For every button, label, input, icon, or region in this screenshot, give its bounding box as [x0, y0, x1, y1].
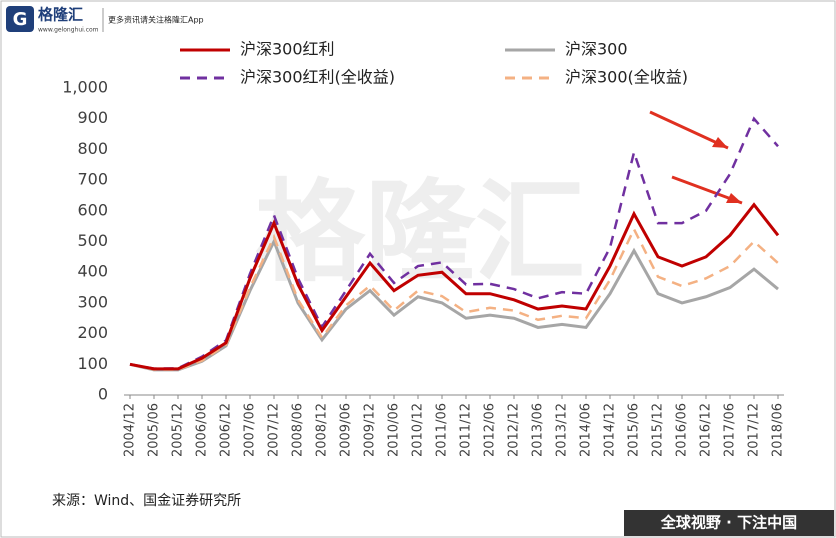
x-tick-label: 2009/06 — [339, 403, 354, 457]
x-tick-label: 2008/06 — [291, 403, 306, 457]
y-tick-label: 100 — [77, 354, 108, 373]
y-tick-label: 1,000 — [62, 78, 108, 97]
x-tick-label: 2010/12 — [411, 403, 426, 457]
x-tick-label: 2004/12 — [123, 403, 138, 457]
legend-label: 沪深300红利 — [240, 40, 335, 59]
x-tick-label: 2016/06 — [675, 403, 690, 457]
x-tick-label: 2011/12 — [459, 403, 474, 457]
logo-letter: G — [13, 9, 28, 30]
y-tick-label: 200 — [77, 323, 108, 342]
x-tick-label: 2006/12 — [219, 403, 234, 457]
motto: 全球视野 · 下注中国 — [660, 514, 797, 532]
y-tick-label: 700 — [77, 170, 108, 189]
x-tick-label: 2006/06 — [195, 403, 210, 457]
y-tick-label: 300 — [77, 292, 108, 311]
line — [129, 237, 779, 372]
x-tick-label: 2013/06 — [531, 403, 546, 457]
x-tick-label: 2005/06 — [147, 403, 162, 457]
x-tick-label: 2016/12 — [699, 403, 714, 457]
x-tick-label: 2014/06 — [579, 403, 594, 457]
x-tick-label: 2007/12 — [267, 403, 282, 457]
x-tick-label: 2012/06 — [483, 403, 498, 457]
y-tick-label: 0 — [98, 385, 108, 404]
motto-bg — [624, 510, 834, 536]
x-tick-label: 2008/12 — [315, 403, 330, 457]
slogan: 更多资讯请关注格隆汇App — [108, 15, 204, 25]
x-tick-label: 2011/06 — [435, 403, 450, 457]
x-tick-label: 2014/12 — [603, 403, 618, 457]
arrowhead — [726, 193, 742, 203]
y-tick-label: 500 — [77, 231, 108, 250]
legend-label: 沪深300 — [565, 40, 628, 59]
y-tick-label: 900 — [77, 108, 108, 127]
x-tick-label: 2013/12 — [555, 403, 570, 457]
source: 来源：Wind、国金证券研究所 — [52, 493, 241, 509]
x-tick-label: 2009/12 — [363, 403, 378, 457]
arrowhead — [712, 137, 728, 148]
site: www.gelonghui.com — [38, 27, 99, 34]
brand: 格隆汇 — [38, 6, 83, 24]
y-tick-label: 600 — [77, 200, 108, 219]
legend-label: 沪深300红利(全收益) — [240, 68, 395, 87]
x-tick-label: 2017/06 — [723, 403, 738, 457]
x-tick-label: 2010/06 — [387, 403, 402, 457]
watermark: 格隆汇 — [255, 168, 585, 296]
x-tick-label: 2015/06 — [627, 403, 642, 457]
x-tick-label: 2015/12 — [651, 403, 666, 457]
x-tick-label: 2005/12 — [171, 403, 186, 457]
x-tick-label: 2018/06 — [771, 403, 786, 457]
y-tick-label: 400 — [77, 262, 108, 281]
x-tick-label: 2017/12 — [747, 403, 762, 457]
line — [129, 202, 780, 371]
x-tick-label: 2012/12 — [507, 403, 522, 457]
y-tick-label: 800 — [77, 139, 108, 158]
logo — [6, 6, 34, 32]
x-tick-label: 2007/06 — [243, 403, 258, 457]
legend-label: 沪深300(全收益) — [565, 68, 688, 87]
